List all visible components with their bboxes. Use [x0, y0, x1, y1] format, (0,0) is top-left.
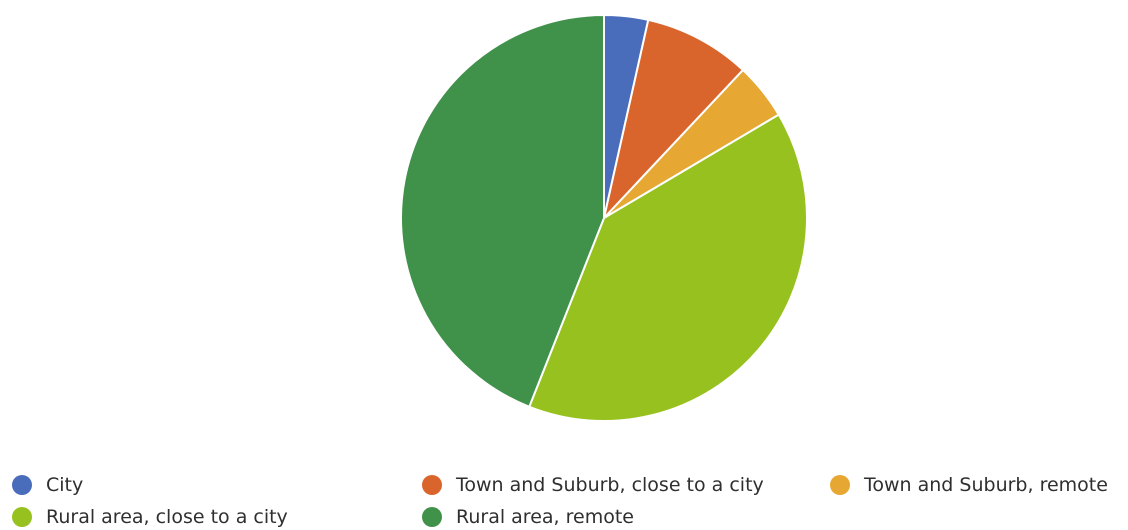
pie-chart — [400, 14, 808, 422]
legend-item-rural-close[interactable]: Rural area, close to a city — [12, 504, 288, 530]
pie-slice-rural-area-remote[interactable] — [400, 14, 605, 408]
legend-label-city: City — [46, 474, 84, 496]
legend-swatch-rural-remote — [422, 507, 442, 527]
legend-item-rural-remote[interactable]: Rural area, remote — [422, 504, 634, 530]
legend-item-town-close[interactable]: Town and Suburb, close to a city — [422, 472, 764, 498]
legend-swatch-city — [12, 475, 32, 495]
pie-slice-rural-area-close-to-a-city[interactable] — [528, 113, 808, 422]
legend: City Town and Suburb, close to a city To… — [0, 462, 1128, 528]
legend-swatch-town-remote — [830, 475, 850, 495]
legend-item-town-remote[interactable]: Town and Suburb, remote — [830, 472, 1108, 498]
legend-swatch-town-close — [422, 475, 442, 495]
legend-item-city[interactable]: City — [12, 472, 83, 498]
legend-swatch-rural-close — [12, 507, 32, 527]
legend-label-rural-remote: Rural area, remote — [456, 506, 634, 528]
pie-slice-town-and-suburb-close-to-a-city[interactable] — [603, 18, 744, 219]
legend-label-rural-close: Rural area, close to a city — [46, 506, 288, 528]
legend-label-town-close: Town and Suburb, close to a city — [456, 474, 764, 496]
legend-label-town-remote: Town and Suburb, remote — [864, 474, 1108, 496]
